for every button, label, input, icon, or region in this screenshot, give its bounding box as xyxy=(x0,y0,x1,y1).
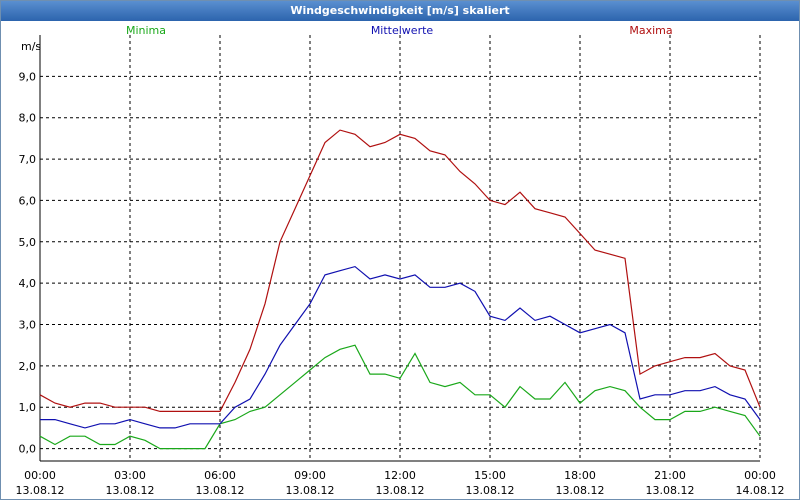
x-tick-time: 09:00 xyxy=(294,469,326,482)
chart-title: Windgeschwindigkeit [m/s] skaliert xyxy=(1,1,799,21)
y-tick-label: 5,0 xyxy=(19,236,37,249)
y-tick-label: 4,0 xyxy=(19,277,37,290)
y-axis-label: m/s xyxy=(21,40,41,53)
x-tick-date: 13.08.12 xyxy=(286,484,335,497)
x-tick-labels: 00:00 13.08.12 03:00 13.08.12 06:00 13.08.12 0… xyxy=(16,469,785,497)
series-line-mittelwerte xyxy=(40,265,761,429)
x-tick-time: 15:00 xyxy=(474,469,506,482)
x-tick-time: 03:00 xyxy=(114,469,146,482)
x-tick-time: 06:00 xyxy=(204,469,236,482)
legend-item-mittelwerte: Mittelwerte xyxy=(371,24,434,37)
series-lines xyxy=(39,129,761,450)
y-tick-label: 7,0 xyxy=(19,153,37,166)
x-tick-time: 00:00 xyxy=(24,469,56,482)
grid-lines xyxy=(40,35,761,461)
x-tick-date: 13.08.12 xyxy=(16,484,65,497)
x-tick-date: 13.08.12 xyxy=(646,484,695,497)
series-line-maxima xyxy=(39,129,761,412)
y-tick-label: 6,0 xyxy=(19,194,37,207)
x-tick-date: 13.08.12 xyxy=(556,484,605,497)
legend: Minima Mittelwerte Maxima xyxy=(126,24,673,37)
legend-item-maxima: Maxima xyxy=(629,24,672,37)
y-tick-label: 1,0 xyxy=(19,401,37,414)
y-tick-label: 8,0 xyxy=(19,112,37,125)
x-tick-date: 13.08.12 xyxy=(376,484,425,497)
x-tick-time: 21:00 xyxy=(654,469,686,482)
y-tick-labels: 0,0 1,0 2,0 3,0 4,0 5,0 6,0 7,0 8,0 9,0 xyxy=(19,70,37,455)
x-tick-time: 18:00 xyxy=(564,469,596,482)
axes: m/s xyxy=(21,35,760,462)
y-tick-label: 2,0 xyxy=(19,360,37,373)
y-tick-label: 0,0 xyxy=(19,443,37,456)
x-tick-time: 00:00 xyxy=(744,469,776,482)
x-tick-date: 13.08.12 xyxy=(106,484,155,497)
x-tick-date: 13.08.12 xyxy=(196,484,245,497)
series-line-minima xyxy=(39,344,761,450)
legend-item-minima: Minima xyxy=(126,24,166,37)
y-tick-label: 9,0 xyxy=(19,70,37,83)
x-tick-date: 14.08.12 xyxy=(736,484,785,497)
x-tick-time: 12:00 xyxy=(384,469,416,482)
x-tick-date: 13.08.12 xyxy=(466,484,515,497)
y-tick-label: 3,0 xyxy=(19,319,37,332)
